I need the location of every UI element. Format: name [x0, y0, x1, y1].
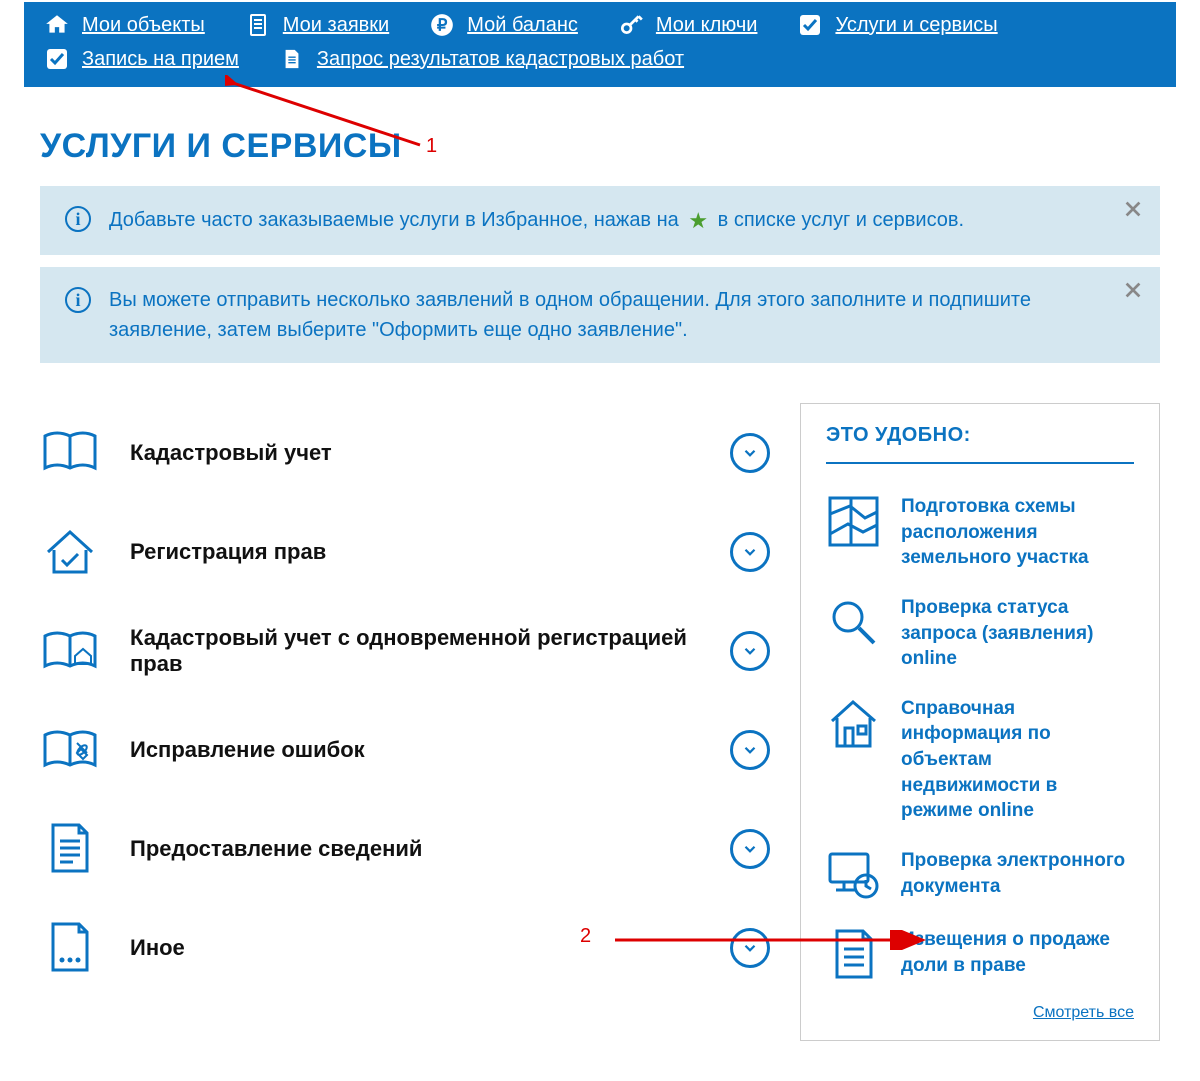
sidebar-item-reference[interactable]: Справочная информация по объектам недвиж…: [826, 684, 1134, 836]
category-label: Регистрация прав: [130, 539, 700, 565]
sidebar-item-label: Извещения о продаже доли в праве: [901, 927, 1134, 978]
close-icon[interactable]: [1120, 277, 1146, 303]
house-check-icon: [40, 524, 100, 579]
category-cadastral[interactable]: Кадастровый учет: [40, 403, 770, 502]
nav-my-balance[interactable]: ₽ Мой баланс: [429, 12, 578, 38]
expand-button[interactable]: [730, 631, 770, 671]
categories-list: Кадастровый учет Регистрация прав Када: [40, 403, 770, 1041]
sidebar-item-edoc-check[interactable]: Проверка электронного документа: [826, 836, 1134, 915]
star-icon: ★: [688, 204, 708, 237]
ruble-icon: ₽: [429, 12, 455, 38]
category-label: Предоставление сведений: [130, 836, 700, 862]
sidebar-item-label: Проверка электронного документа: [901, 848, 1134, 899]
home-icon: [44, 12, 70, 38]
svg-text:₽: ₽: [437, 16, 447, 34]
map-icon: [826, 494, 881, 549]
nav-label: Запрос результатов кадастровых работ: [317, 48, 684, 71]
expand-button[interactable]: [730, 730, 770, 770]
nav-cadastral-results[interactable]: Запрос результатов кадастровых работ: [279, 46, 684, 72]
document-lines-icon: [40, 821, 100, 876]
nav-my-keys[interactable]: Мои ключи: [618, 12, 758, 38]
nav-label: Услуги и сервисы: [835, 14, 997, 37]
house-info-icon: [826, 696, 881, 751]
top-nav: Мои объекты Мои заявки ₽ Мой баланс Мои …: [24, 0, 1176, 87]
category-combined[interactable]: Кадастровый учет с одновременной регистр…: [40, 601, 770, 700]
page-title: УСЛУГИ И СЕРВИСЫ: [40, 127, 1160, 166]
info-box-favorites: i Добавьте часто заказываемые услуги в И…: [40, 186, 1160, 255]
nav-label: Мои объекты: [82, 14, 205, 37]
expand-button[interactable]: [730, 532, 770, 572]
category-other[interactable]: Иное: [40, 898, 770, 997]
monitor-clock-icon: [826, 848, 881, 903]
category-rights[interactable]: Регистрация прав: [40, 502, 770, 601]
checkbox-icon: [44, 46, 70, 72]
sidebar-title: ЭТО УДОБНО:: [826, 424, 1134, 464]
expand-button[interactable]: [730, 433, 770, 473]
sidebar-item-sale-notice[interactable]: Извещения о продаже доли в праве: [826, 915, 1134, 994]
nav-label: Запись на прием: [82, 48, 239, 71]
info-text: Вы можете отправить несколько заявлений …: [109, 285, 1110, 345]
book-edit-icon: [40, 722, 100, 777]
category-label: Кадастровый учет: [130, 440, 700, 466]
info-icon: i: [65, 287, 91, 313]
info-text: Добавьте часто заказываемые услуги в Изб…: [109, 204, 964, 237]
dots-page-icon: [40, 920, 100, 975]
nav-appointment[interactable]: Запись на прием: [44, 46, 239, 72]
expand-button[interactable]: [730, 829, 770, 869]
nav-label: Мои ключи: [656, 14, 758, 37]
magnifier-icon: [826, 595, 881, 650]
nav-my-objects[interactable]: Мои объекты: [44, 12, 205, 38]
sidebar-item-label: Проверка статуса запроса (заявления) onl…: [901, 595, 1134, 672]
checkbox-icon: [797, 12, 823, 38]
document-icon: [245, 12, 271, 38]
nav-services[interactable]: Услуги и сервисы: [797, 12, 997, 38]
view-all-wrapper: Смотреть все: [826, 1004, 1134, 1022]
category-label: Исправление ошибок: [130, 737, 700, 763]
nav-label: Мои заявки: [283, 14, 389, 37]
page-icon: [279, 46, 305, 72]
info-box-multiple: i Вы можете отправить несколько заявлени…: [40, 267, 1160, 363]
info-icon: i: [65, 206, 91, 232]
nav-label: Мой баланс: [467, 14, 578, 37]
expand-button[interactable]: [730, 928, 770, 968]
category-label: Кадастровый учет с одновременной регистр…: [130, 625, 700, 677]
sidebar-item-map-scheme[interactable]: Подготовка схемы расположения земельного…: [826, 482, 1134, 583]
close-icon[interactable]: [1120, 196, 1146, 222]
category-label: Иное: [130, 935, 700, 961]
book-house-icon: [40, 623, 100, 678]
sidebar-item-label: Справочная информация по объектам недвиж…: [901, 696, 1134, 824]
sidebar-item-status-check[interactable]: Проверка статуса запроса (заявления) onl…: [826, 583, 1134, 684]
nav-my-applications[interactable]: Мои заявки: [245, 12, 389, 38]
key-icon: [618, 12, 644, 38]
book-icon: [40, 425, 100, 480]
sidebar-item-label: Подготовка схемы расположения земельного…: [901, 494, 1134, 571]
category-errors[interactable]: Исправление ошибок: [40, 700, 770, 799]
document-icon: [826, 927, 881, 982]
category-info[interactable]: Предоставление сведений: [40, 799, 770, 898]
sidebar-convenient: ЭТО УДОБНО: Подготовка схемы расположени…: [800, 403, 1160, 1041]
view-all-link[interactable]: Смотреть все: [1033, 1004, 1134, 1021]
